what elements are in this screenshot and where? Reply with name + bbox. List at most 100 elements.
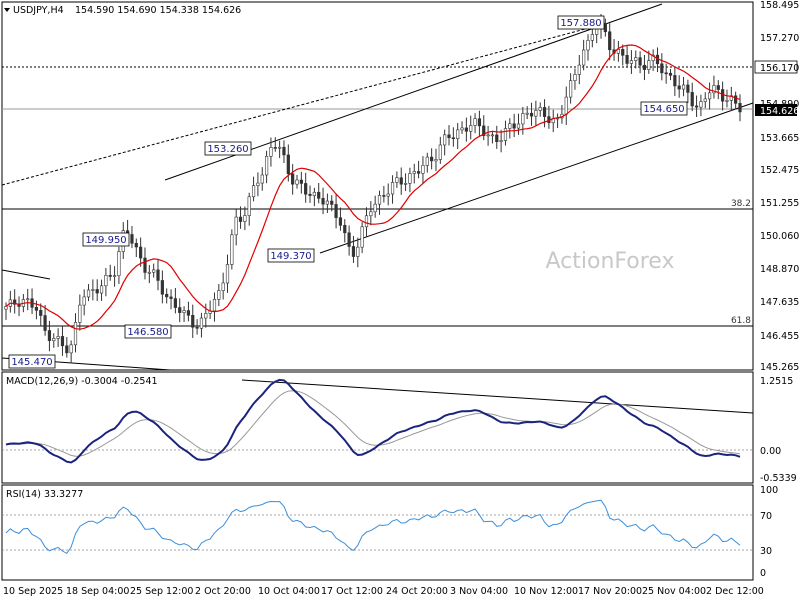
candle-body	[295, 179, 299, 185]
candle-body	[490, 134, 495, 137]
candle-body	[173, 298, 177, 308]
candle-body	[647, 60, 651, 70]
candle-body	[681, 84, 686, 90]
candle-body	[312, 191, 316, 196]
candle-body	[486, 134, 490, 137]
candle-body	[377, 195, 382, 205]
candle-body	[642, 64, 647, 70]
candle-body	[582, 49, 586, 66]
date-label: 10 Sep 2025	[3, 586, 63, 597]
candle-body	[408, 173, 412, 184]
rsi-tick: 70	[760, 511, 772, 522]
date-label: 17 Oct 12:00	[321, 586, 383, 597]
price-tick: 152.475	[760, 165, 799, 176]
date-label: 17 Nov 20:00	[578, 586, 642, 597]
candle-body	[421, 165, 425, 174]
channel-lower-line	[319, 102, 754, 254]
candle-body	[712, 85, 716, 94]
channel-upper-dashed-line	[1, 24, 601, 186]
candle-body	[73, 322, 78, 346]
candle-body	[286, 154, 290, 175]
candle-body	[499, 140, 503, 142]
candle-body	[629, 60, 634, 64]
candle-body	[112, 275, 117, 277]
price-tick: 145.265	[760, 362, 799, 373]
candle-body	[595, 28, 599, 35]
candle-body	[256, 182, 260, 186]
candle-body	[542, 107, 547, 117]
candle-body	[338, 217, 343, 226]
candle-body	[247, 196, 251, 216]
candle-body	[143, 257, 147, 273]
candle-body	[282, 146, 286, 156]
date-label: 25 Sep 12:00	[130, 586, 193, 597]
candle-body	[178, 307, 182, 313]
date-label: 18 Sep 04:00	[66, 586, 129, 597]
candle-body	[399, 177, 403, 185]
candle-body	[243, 215, 247, 222]
annotation-149370: 149.370	[270, 251, 311, 262]
candle-body	[43, 315, 47, 331]
candle-body	[703, 98, 707, 102]
candle-body	[569, 80, 573, 98]
price-pane-frame	[1, 1, 754, 371]
current-price-label-bg	[755, 104, 797, 116]
candle-body	[186, 310, 191, 316]
candle-body	[508, 123, 512, 129]
macd-tick: 1.2515	[760, 376, 793, 387]
candle-body	[86, 289, 91, 298]
candle-body	[334, 204, 338, 218]
candle-body	[230, 234, 234, 265]
candle-body	[182, 310, 186, 313]
candle-body	[625, 55, 629, 64]
candle-body	[321, 198, 325, 205]
candle-body	[221, 282, 225, 291]
candle-body	[264, 155, 269, 176]
candle-body	[417, 171, 421, 174]
macd-trend-line	[241, 379, 754, 414]
candle-body	[291, 173, 295, 185]
candle-body	[152, 269, 156, 273]
chart-header: USDJPY,H4 154.590 154.690 154.338 154.62…	[4, 5, 241, 16]
annotation-149950: 149.950	[85, 235, 126, 246]
candle-body	[634, 57, 638, 61]
candle-body	[82, 296, 86, 306]
price-tick: 156.170	[760, 63, 799, 74]
macd-pane-frame	[1, 371, 754, 484]
candle-body	[117, 251, 121, 276]
price-tick: 157.270	[760, 33, 799, 44]
date-label: 10 Oct 04:00	[258, 586, 320, 597]
candle-body	[386, 193, 390, 197]
date-label: 24 Oct 20:00	[386, 586, 448, 597]
candle-body	[460, 127, 464, 131]
candle-body	[716, 85, 720, 90]
annotation-box-153260	[204, 141, 252, 156]
candle-body	[99, 285, 104, 294]
candle-body	[690, 92, 694, 107]
candle-body	[725, 100, 729, 102]
candle-body	[573, 74, 577, 82]
candle-body	[56, 336, 60, 339]
macd-label: MACD(12,26,9) -0.3004 -0.2541	[6, 376, 158, 387]
candle-body	[473, 118, 477, 126]
candle-body	[456, 129, 460, 139]
rsi-line	[5, 499, 741, 555]
candle-body	[694, 105, 699, 108]
candle-body	[134, 242, 138, 248]
candle-body	[343, 224, 347, 234]
candle-body	[351, 246, 356, 257]
candle-body	[430, 156, 434, 162]
candle-body	[95, 289, 99, 294]
dropdown-arrow-icon[interactable]	[4, 8, 10, 12]
macd-tick: -0.5339	[760, 473, 797, 484]
rsi-label: RSI(14) 33.3277	[6, 489, 83, 500]
candle-body	[139, 246, 143, 259]
candle-body	[325, 200, 329, 205]
candle-body	[521, 113, 525, 125]
date-label: 2 Dec 12:00	[706, 586, 764, 597]
candle-body	[638, 57, 642, 66]
candle-body	[664, 72, 668, 75]
moving-average-line	[5, 44, 741, 330]
macd-pane: MACD(12,26,9) -0.3004 -0.2541 1.2515 0.0…	[2, 376, 797, 484]
annotation-box-149950	[82, 232, 130, 247]
